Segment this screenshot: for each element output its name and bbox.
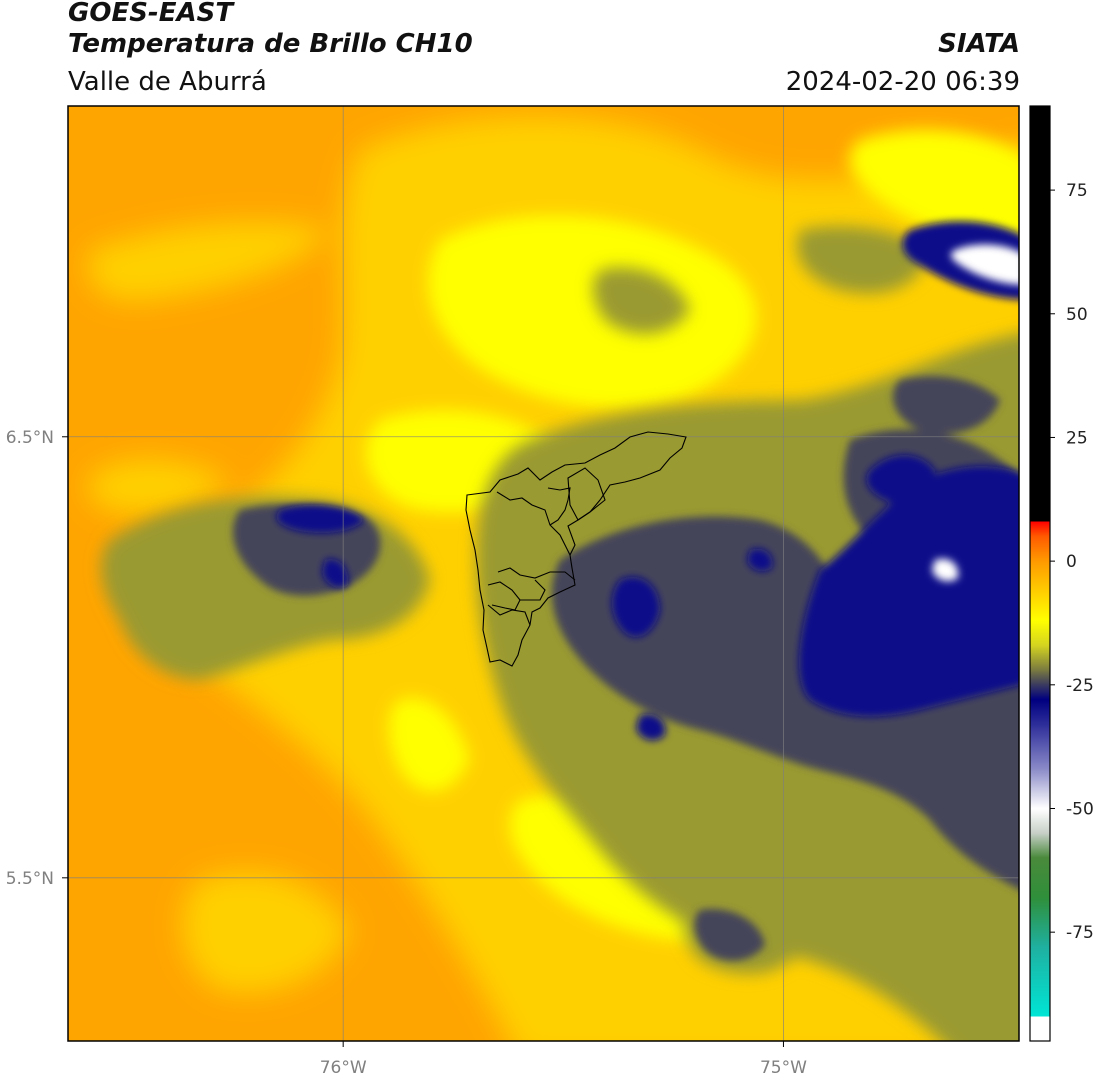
agency-label: SIATA: [938, 29, 1020, 59]
colorbar: [1030, 106, 1050, 1041]
colorbar-tick-label-6: -75: [1066, 923, 1094, 943]
map-axis-ticks: 76°W 75°W 6.5°N 5.5°N: [6, 428, 807, 1078]
colorbar-tick-label-4: -25: [1066, 676, 1094, 696]
product-title: Temperatura de Brillo CH10: [68, 29, 473, 59]
colorbar-tick-label-3: 0: [1066, 552, 1077, 572]
map-gridlines: [68, 106, 1019, 1041]
colorbar-tick-label-2: 25: [1066, 428, 1088, 448]
colorbar-tick-label-1: 50: [1066, 305, 1088, 325]
datetime-label: 2024-02-20 06:39: [785, 67, 1020, 97]
colorbar-tick-label-5: -50: [1066, 799, 1094, 819]
x-tick-label-0: 76°W: [320, 1058, 367, 1078]
y-tick-label-1: 5.5°N: [6, 869, 54, 889]
white-coldest-cloud-layer: [932, 244, 1019, 582]
satellite-title: GOES-EAST: [68, 0, 234, 28]
map-frame: [67, 105, 1020, 1042]
brightness-temperature-field: [68, 106, 1019, 1041]
valle-de-aburra-outline: [465, 431, 687, 667]
colorbar-frame: [1029, 105, 1051, 1042]
y-tick-label-0: 6.5°N: [6, 428, 54, 448]
region-label: Valle de Aburrá: [68, 67, 267, 97]
colorbar-tick-label-0: 75: [1066, 181, 1088, 201]
colorbar-ticks: 75 50 25 0 -25 -50 -75: [1050, 181, 1094, 943]
x-tick-label-1: 75°W: [760, 1058, 807, 1078]
